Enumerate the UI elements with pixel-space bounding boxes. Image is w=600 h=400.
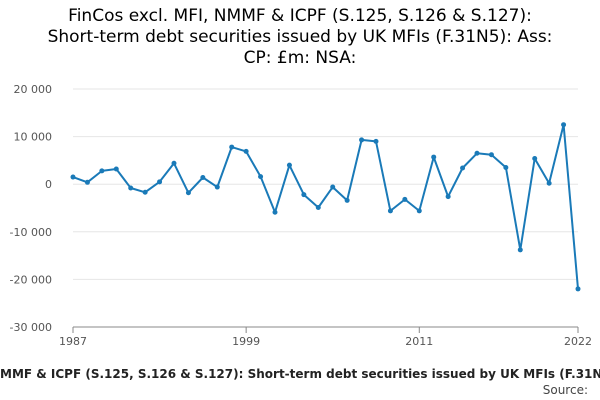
x-tick-label: 2022 [564,335,592,348]
chart-title-line-1: FinCos excl. MFI, NMMF & ICPF (S.125, S.… [68,6,532,26]
data-point [214,184,220,190]
data-point [99,168,105,174]
data-point [416,208,422,214]
data-point [488,152,494,158]
data-point [142,189,148,195]
data-point [229,144,235,150]
data-point [286,162,292,168]
data-point [460,165,466,171]
data-point [243,148,249,154]
data-point [330,184,336,190]
source-label: Source: [542,383,588,397]
data-point [84,179,90,185]
y-tick-label: 10 000 [14,131,53,144]
data-point [431,154,437,160]
data-point [315,205,321,211]
data-point [474,150,480,156]
data-point [561,122,567,128]
data-point [272,209,278,215]
y-tick-label: 0 [45,178,52,191]
data-point [517,247,523,253]
data-point [171,160,177,166]
data-point [387,208,393,214]
data-point [113,166,119,172]
data-point [575,286,581,292]
data-point [128,185,134,191]
y-tick-label: -20 000 [10,273,52,286]
chart-title-line-2: Short-term debt securities issued by UK … [47,27,553,47]
data-point [258,174,264,180]
x-tick-label: 2011 [405,335,433,348]
data-point [70,174,76,180]
data-point [532,155,538,161]
data-point [402,196,408,202]
data-point [503,165,509,171]
chart-title: FinCos excl. MFI, NMMF & ICPF (S.125, S.… [0,6,600,69]
data-point [359,137,365,143]
x-tick-label: 1999 [232,335,260,348]
series-label: MMF & ICPF (S.125, S.126 & S.127): Short… [0,367,600,381]
data-point [373,138,379,144]
x-tick-label: 1987 [59,335,87,348]
y-tick-label: -10 000 [10,226,52,239]
data-point [546,180,552,186]
chart-title-line-3: CP: £m: NSA: [243,48,357,68]
data-point [200,175,206,181]
data-point [344,197,350,203]
data-point [157,179,163,185]
data-point [301,192,307,198]
y-tick-label: -30 000 [10,321,52,334]
series-line [72,123,579,289]
y-tick-label: 20 000 [14,83,53,96]
data-point [185,190,191,196]
data-point [445,194,451,200]
